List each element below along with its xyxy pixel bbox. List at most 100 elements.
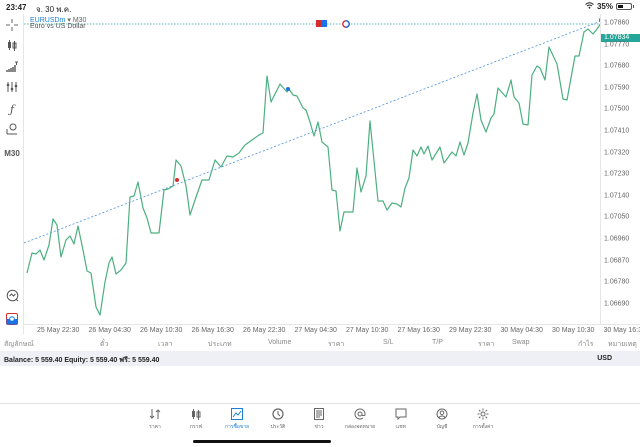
balance-bar: Balance: 5 559.40 Equity: 5 559.40 ฟรี: … bbox=[0, 351, 640, 366]
column-header[interactable]: เวลา bbox=[158, 341, 173, 348]
price-axis-label: 1.07590 bbox=[604, 84, 630, 92]
trade-marker bbox=[599, 18, 600, 22]
price-axis-label: 1.07050 bbox=[604, 213, 630, 221]
time-axis-label: 26 May 22:30 bbox=[243, 327, 286, 334]
objects-icon[interactable] bbox=[2, 120, 22, 138]
price-axis-label: 1.06960 bbox=[604, 235, 630, 243]
status-right: 35% bbox=[585, 2, 634, 11]
column-header[interactable]: ราคา bbox=[478, 341, 495, 348]
one-click-trade-widget[interactable] bbox=[316, 20, 350, 28]
symbol-description: Euro vs US Dollar bbox=[30, 23, 86, 30]
price-axis-label: 1.07320 bbox=[604, 149, 630, 157]
time-axis-label: 26 May 16:30 bbox=[191, 327, 234, 334]
battery-percent: 35% bbox=[596, 2, 613, 11]
price-axis-label: 1.07230 bbox=[604, 170, 630, 178]
price-axis-label: 1.06870 bbox=[604, 257, 630, 265]
bottom-tab-bar: ราคา กราฟ การซื้อขาย ประวัติ ข่าว กล่องจดหมาย… bbox=[0, 404, 640, 447]
trade-icon bbox=[217, 408, 257, 422]
tab-mailbox[interactable]: กล่องจดหมาย bbox=[340, 408, 380, 431]
tab-chat[interactable]: แชท bbox=[381, 408, 421, 431]
column-header[interactable]: S/L bbox=[383, 339, 394, 346]
time-axis-label: 27 May 10:30 bbox=[346, 327, 389, 334]
price-axis-label: 1.07680 bbox=[604, 62, 630, 70]
function-icon[interactable]: ƒ bbox=[9, 102, 15, 116]
price-axis[interactable]: 1.07834 1.07860 1.07770 1.07680 1.07590 1.07… bbox=[600, 14, 640, 324]
tab-history[interactable]: ประวัติ bbox=[258, 408, 298, 431]
column-header[interactable]: หมายเหตุ bbox=[608, 341, 637, 348]
status-time: 23:47 bbox=[6, 3, 27, 12]
time-axis-label: 27 May 16:30 bbox=[397, 327, 440, 334]
news-icon bbox=[299, 408, 339, 422]
price-axis-label: 1.06690 bbox=[604, 300, 630, 308]
wifi-icon bbox=[585, 2, 594, 11]
one-click-trading-icon[interactable] bbox=[2, 310, 22, 328]
trendline[interactable] bbox=[24, 20, 600, 244]
column-header[interactable]: ราคา bbox=[328, 341, 345, 348]
tab-label: ข่าว bbox=[314, 424, 324, 430]
symbol-dropdown-icon: ▾ bbox=[67, 17, 71, 24]
price-axis-label: 1.07410 bbox=[604, 127, 630, 135]
trade-marker bbox=[175, 178, 179, 182]
trade-markers bbox=[175, 18, 600, 182]
tab-label: ประวัติ bbox=[270, 424, 286, 430]
status-date: จ. 30 พ.ค. bbox=[36, 5, 72, 14]
time-axis-label: 26 May 04:30 bbox=[88, 327, 131, 334]
price-axis-label: 1.07860 bbox=[604, 19, 630, 27]
tab-label: บัญชี bbox=[436, 424, 448, 430]
time-axis-label: 29 May 22:30 bbox=[449, 327, 492, 334]
column-header[interactable]: Volume bbox=[268, 339, 292, 346]
settings-sliders-icon[interactable] bbox=[2, 78, 22, 96]
column-header[interactable]: Swap bbox=[512, 339, 530, 346]
tab-settings[interactable]: การตั้งค่า bbox=[463, 408, 503, 431]
price-axis-label: 1.07770 bbox=[604, 41, 630, 49]
column-header[interactable]: ตั๋ว bbox=[100, 341, 109, 348]
time-axis-label: 26 May 10:30 bbox=[140, 327, 183, 334]
tab-label: กราฟ bbox=[189, 424, 203, 430]
tab-chart[interactable]: กราฟ bbox=[176, 408, 216, 431]
trade-marker bbox=[286, 87, 290, 91]
tab-trade[interactable]: การซื้อขาย bbox=[217, 408, 257, 431]
chat-icon bbox=[381, 408, 421, 422]
price-line bbox=[26, 23, 600, 316]
trade-chart-icon[interactable] bbox=[2, 286, 22, 304]
tab-accounts[interactable]: บัญชี bbox=[422, 408, 462, 431]
tab-label: ราคา bbox=[149, 424, 161, 430]
battery-icon bbox=[616, 3, 634, 10]
tab-label: การซื้อขาย bbox=[224, 424, 250, 430]
chart-toolbar: ƒ M30 bbox=[0, 14, 24, 334]
tab-label: แชท bbox=[396, 424, 406, 430]
column-header[interactable]: ประเภท bbox=[208, 341, 232, 348]
price-chart[interactable]: EURUSDm ▾ M30 Euro vs US Dollar bbox=[24, 14, 600, 320]
timeframe-button[interactable]: M30 bbox=[4, 148, 20, 158]
column-header[interactable]: กำไร bbox=[578, 341, 594, 348]
history-icon bbox=[258, 408, 298, 422]
tab-news[interactable]: ข่าว bbox=[299, 408, 339, 431]
time-axis[interactable]: 25 May 22:30 26 May 04:30 26 May 10:30 26 M… bbox=[24, 324, 640, 336]
price-axis-label: 1.07500 bbox=[604, 105, 630, 113]
tab-label: กล่องจดหมาย bbox=[344, 424, 376, 430]
quotes-icon bbox=[135, 408, 175, 422]
time-axis-label: 25 May 22:30 bbox=[37, 327, 80, 334]
mailbox-icon bbox=[340, 408, 380, 422]
current-price-tag: 1.07834 bbox=[601, 34, 640, 42]
balance-text: Balance: 5 559.40 Equity: 5 559.40 ฟรี: … bbox=[4, 357, 160, 364]
accounts-icon bbox=[422, 408, 462, 422]
price-axis-label: 1.07140 bbox=[604, 192, 630, 200]
price-chart-canvas[interactable] bbox=[24, 14, 600, 320]
divider bbox=[0, 403, 640, 404]
price-axis-label: 1.06780 bbox=[604, 278, 630, 286]
column-header[interactable]: T/P bbox=[432, 339, 443, 346]
tab-label: การตั้งค่า bbox=[472, 424, 494, 430]
chart-type-icon[interactable] bbox=[2, 36, 22, 54]
trade-table-header: สัญลักษณ์ ตั๋ว เวลา ประเภท Volume ราคา S/L T/P ร… bbox=[0, 336, 640, 350]
status-bar: 23:47 จ. 30 พ.ค. 35% bbox=[0, 0, 640, 14]
time-axis-label: 30 May 04:30 bbox=[500, 327, 543, 334]
column-header[interactable]: สัญลักษณ์ bbox=[4, 341, 34, 348]
symbol-label[interactable]: EURUSDm ▾ M30 bbox=[30, 16, 86, 24]
symbol-timeframe: M30 bbox=[72, 17, 87, 24]
tab-quotes[interactable]: ราคา bbox=[135, 408, 175, 431]
chart-icon bbox=[176, 408, 216, 422]
time-axis-label: 27 May 04:30 bbox=[294, 327, 337, 334]
indicators-icon[interactable] bbox=[2, 58, 22, 76]
crosshair-icon[interactable] bbox=[2, 16, 22, 34]
